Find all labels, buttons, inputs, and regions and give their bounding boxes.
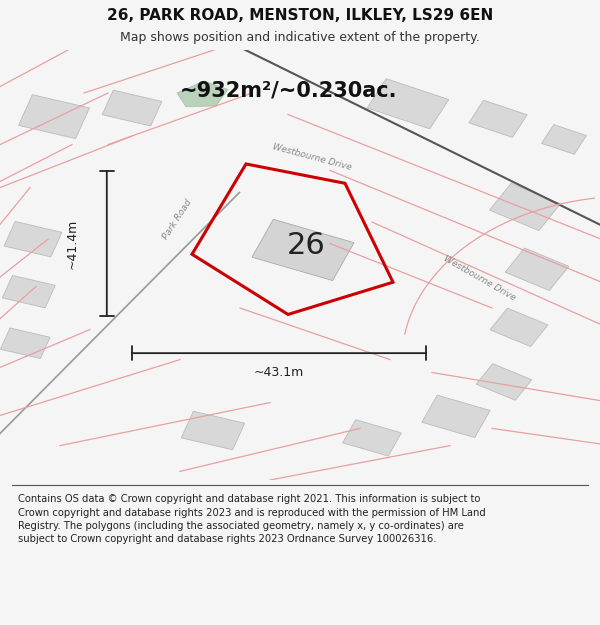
Polygon shape xyxy=(505,248,569,291)
Polygon shape xyxy=(252,219,354,281)
Polygon shape xyxy=(469,100,527,138)
Polygon shape xyxy=(4,221,62,257)
Text: Contains OS data © Crown copyright and database right 2021. This information is : Contains OS data © Crown copyright and d… xyxy=(18,494,486,544)
Polygon shape xyxy=(542,124,586,154)
Text: ~41.4m: ~41.4m xyxy=(65,218,79,269)
Text: ~932m²/~0.230ac.: ~932m²/~0.230ac. xyxy=(179,81,397,101)
Polygon shape xyxy=(422,395,490,438)
Polygon shape xyxy=(476,364,532,400)
Polygon shape xyxy=(367,79,449,129)
Text: Westbourne Drive: Westbourne Drive xyxy=(271,142,353,172)
Polygon shape xyxy=(490,308,548,346)
Polygon shape xyxy=(181,411,245,450)
Polygon shape xyxy=(490,183,560,231)
Polygon shape xyxy=(1,328,50,359)
Polygon shape xyxy=(343,420,401,456)
Text: Map shows position and indicative extent of the property.: Map shows position and indicative extent… xyxy=(120,31,480,44)
Text: ~43.1m: ~43.1m xyxy=(254,366,304,379)
Text: 26: 26 xyxy=(287,231,325,260)
Polygon shape xyxy=(19,94,89,139)
Polygon shape xyxy=(2,276,55,308)
Text: Westbourne Drive: Westbourne Drive xyxy=(442,254,518,302)
Text: 26, PARK ROAD, MENSTON, ILKLEY, LS29 6EN: 26, PARK ROAD, MENSTON, ILKLEY, LS29 6EN xyxy=(107,8,493,22)
Polygon shape xyxy=(102,90,162,126)
Text: Park Road: Park Road xyxy=(161,198,193,241)
Polygon shape xyxy=(177,81,228,107)
